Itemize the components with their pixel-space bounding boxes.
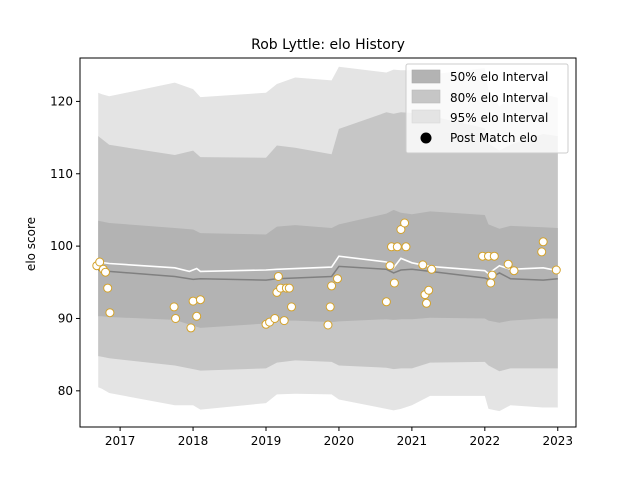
post-match-point [537,247,547,257]
post-match-point [418,260,428,270]
post-match-point [195,295,205,305]
legend-swatch-ci95 [411,109,441,124]
post-match-point [392,242,402,252]
chart-title: Rob Lyttle: elo History [251,37,405,53]
post-match-point [186,323,196,333]
y-tick-label: 120 [50,94,73,108]
post-match-point [381,297,391,307]
median-line [98,255,558,275]
y-tick-label: 80 [58,384,73,398]
x-tick-label: 2018 [178,434,209,448]
post-match-point [323,320,333,330]
legend-swatch-ci50 [411,69,441,84]
legend-label-ci50: 50% elo Interval [450,70,548,84]
post-match-point [427,264,437,274]
x-tick-label: 2022 [470,434,501,448]
legend-label-ci80: 80% elo Interval [450,91,548,105]
post-match-point [279,316,289,326]
x-tick-label: 2019 [251,434,282,448]
post-match-point [424,285,434,295]
post-match-point [287,302,296,312]
post-match-point [503,259,513,269]
post-match-point [385,261,395,271]
post-match-point [105,308,115,318]
post-match-point [538,237,548,247]
post-match-point [101,267,110,277]
post-match-point [486,278,496,288]
post-match-point [95,257,105,267]
post-match-point [551,265,561,275]
post-match-point [509,266,519,276]
x-tick-label: 2021 [397,434,428,448]
legend-label-points: Post Match elo [450,131,537,145]
post-match-point [327,281,337,291]
post-match-point [171,314,181,323]
y-tick-label: 100 [50,239,73,253]
legend-box [405,63,569,154]
legend-marker-points [420,132,432,144]
x-tick-label: 2020 [324,434,355,448]
post-match-point [103,283,113,293]
post-match-point [400,218,410,228]
post-match-point [489,251,499,261]
post-match-point [401,242,411,252]
post-match-point [284,283,294,293]
post-match-point [192,311,202,321]
x-axis: 2017 2018 2019 2020 2021 2022 2023 [105,427,573,448]
post-match-point [270,314,280,323]
x-tick-label: 2023 [542,434,573,448]
post-match-points [92,218,561,333]
band-50 [98,209,558,328]
legend: 50% elo Interval 80% elo Interval 95% el… [405,63,569,154]
y-tick-label: 90 [58,311,73,325]
y-axis: 80 90 100 110 120 [50,94,80,398]
post-match-point [487,270,497,280]
y-tick-label: 110 [50,167,73,181]
post-match-point [389,278,399,288]
post-match-point [422,298,431,308]
plot-frame [79,57,577,428]
legend-swatch-ci80 [411,89,441,104]
legend-label-ci95: 95% elo Interval [450,111,548,125]
y-axis-label: elo score [24,217,38,271]
post-match-point [333,274,342,284]
trend-lines [98,255,558,281]
post-match-point [169,302,179,312]
post-match-point [188,296,198,306]
x-tick-label: 2017 [105,434,136,448]
post-match-point [273,272,283,281]
mean-line [98,265,558,281]
post-match-point [325,302,335,312]
